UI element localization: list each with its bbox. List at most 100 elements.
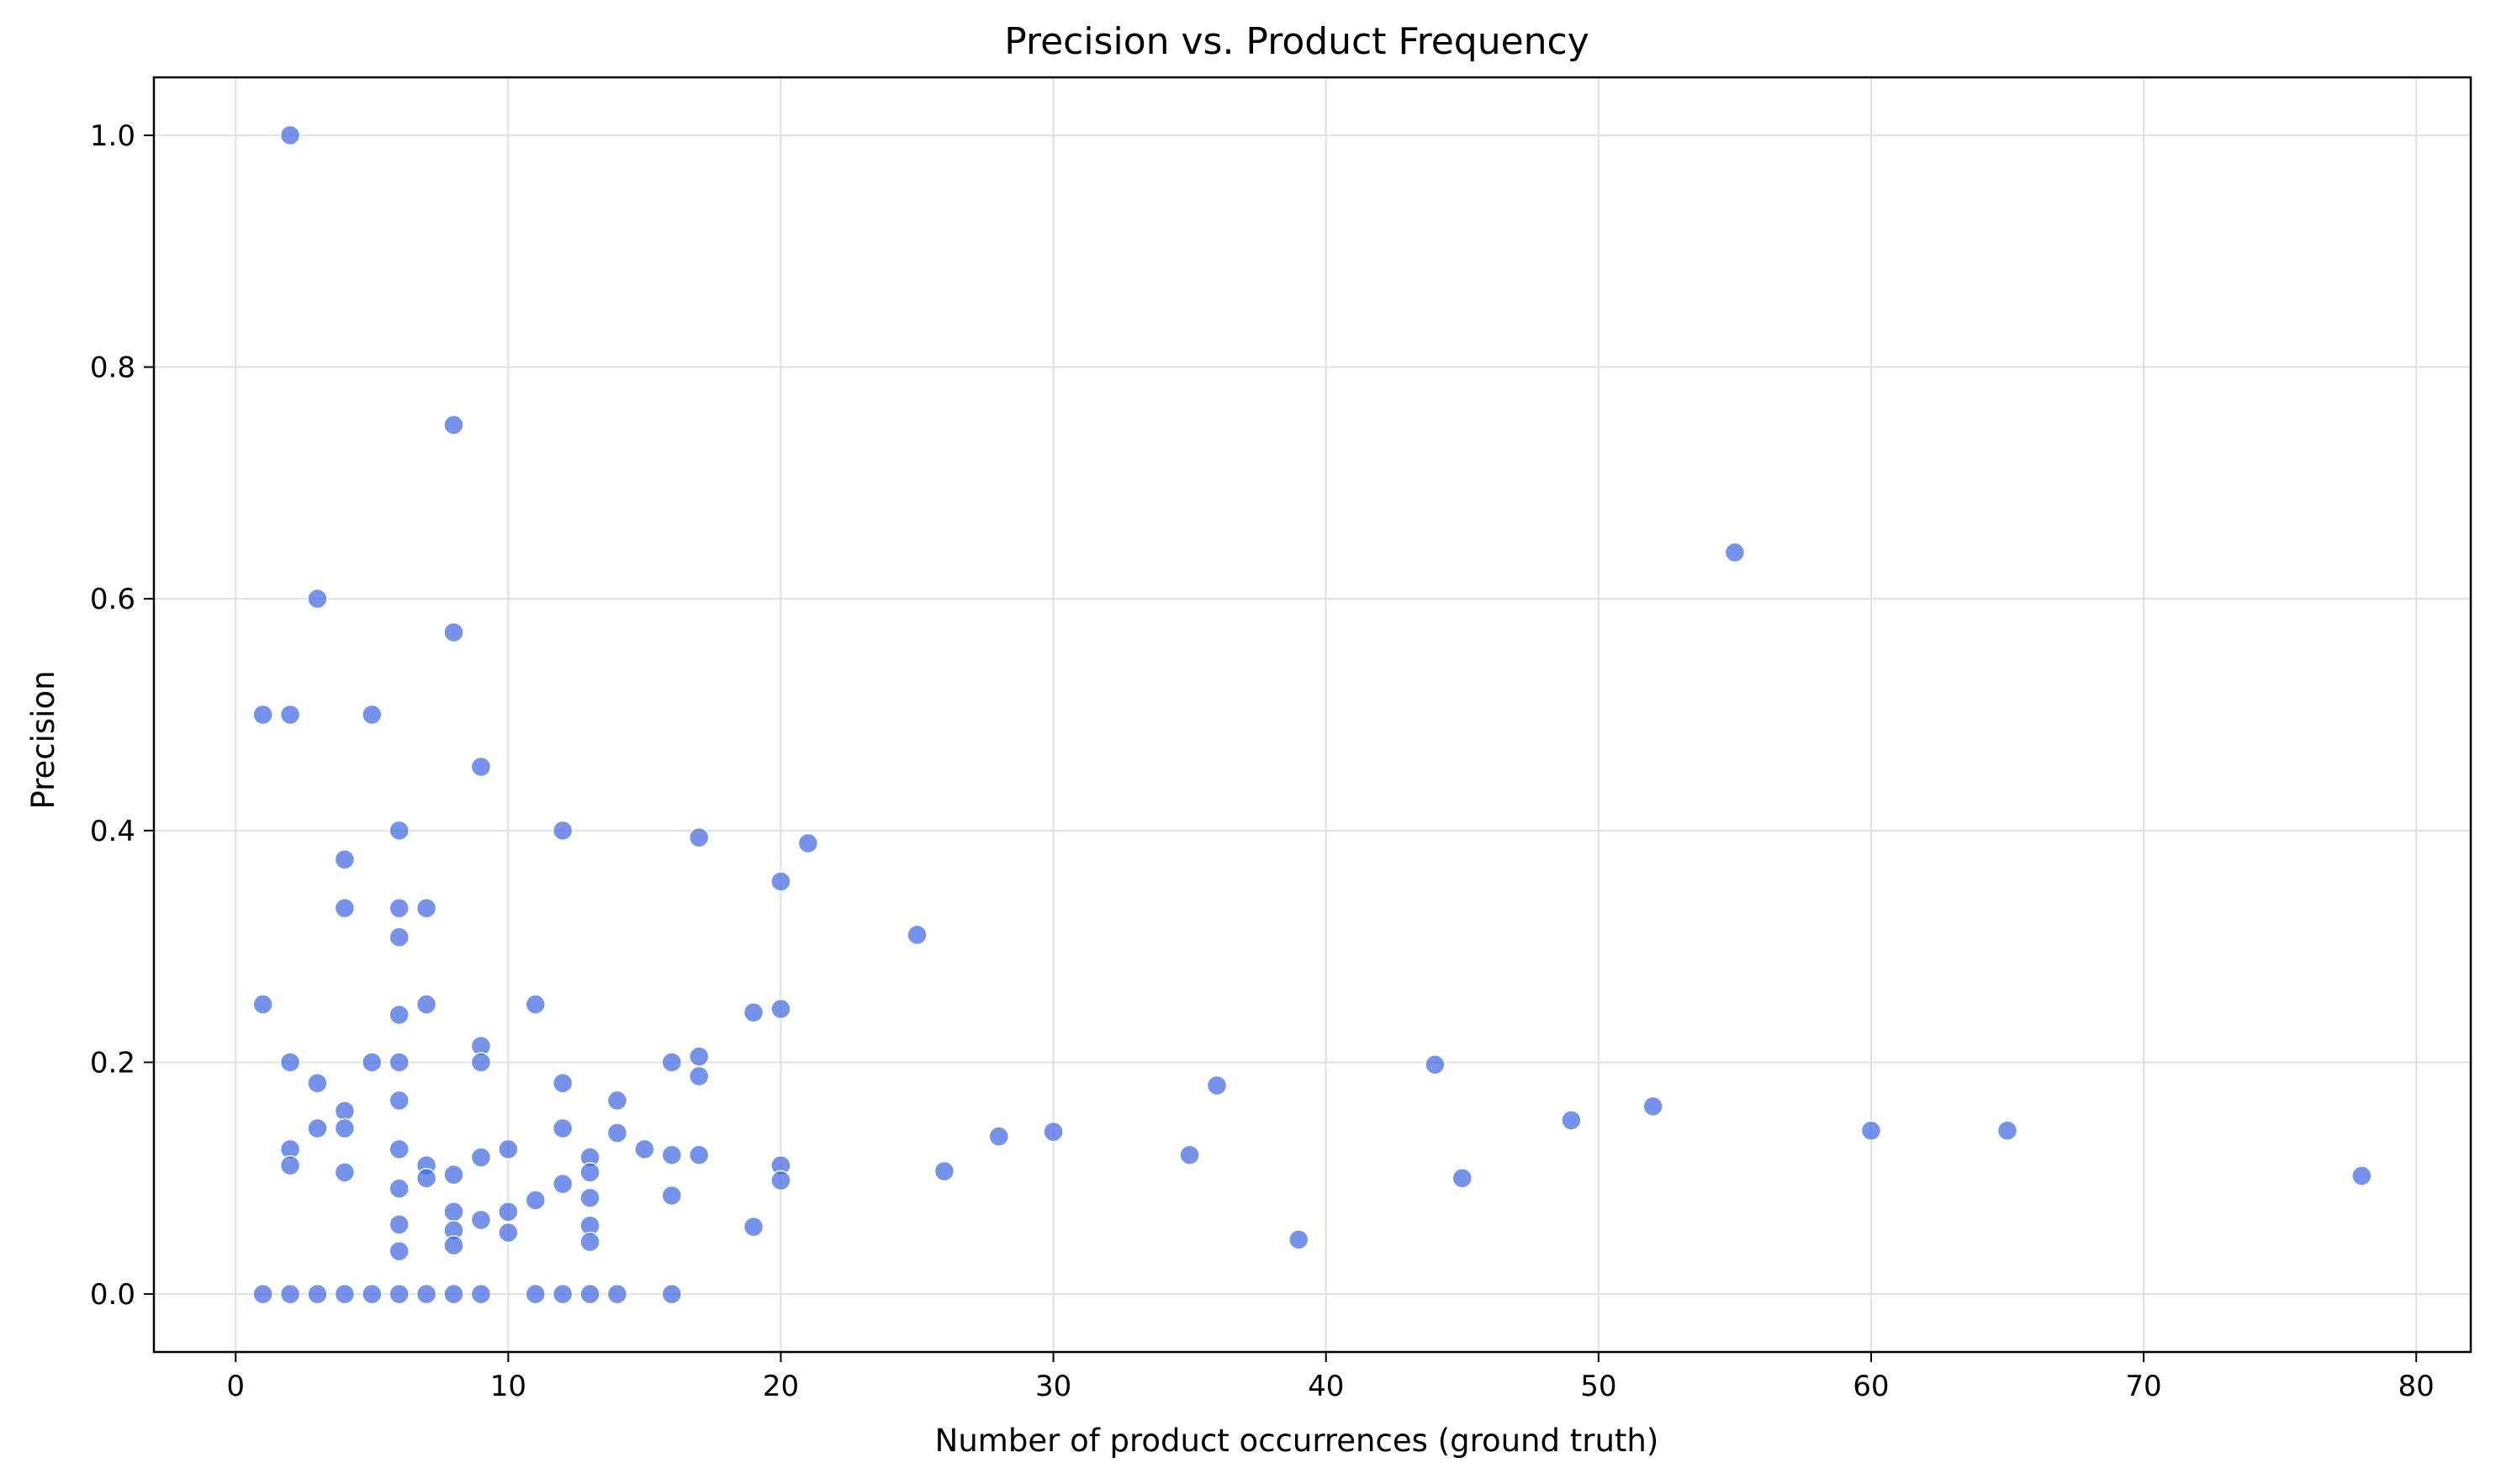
data-point	[389, 1283, 410, 1305]
data-point	[933, 1160, 955, 1182]
data-point	[443, 1201, 464, 1223]
data-point	[661, 1052, 683, 1073]
data-point	[443, 621, 464, 643]
data-point	[470, 1209, 492, 1231]
data-point	[334, 849, 356, 870]
data-point	[1561, 1110, 1582, 1131]
data-point	[389, 1004, 410, 1026]
y-tick-label: 0.8	[90, 351, 135, 385]
data-point	[443, 415, 464, 436]
data-point	[334, 897, 356, 919]
data-point	[2351, 1165, 2372, 1186]
data-point	[389, 820, 410, 842]
data-point	[907, 924, 928, 946]
data-point	[1288, 1229, 1309, 1250]
data-point	[307, 1283, 328, 1305]
data-point	[389, 897, 410, 919]
data-point	[443, 1234, 464, 1256]
data-point	[470, 1052, 492, 1073]
data-point	[1206, 1075, 1228, 1096]
data-point	[389, 1178, 410, 1199]
data-point	[1860, 1120, 1882, 1142]
data-point	[334, 1101, 356, 1122]
data-point	[389, 1090, 410, 1112]
data-point	[279, 1154, 301, 1176]
y-axis-ticks: 0.0 0.2 0.4 0.6 0.8 1.0	[90, 119, 154, 1312]
data-point	[279, 1052, 301, 1073]
data-point	[606, 1122, 628, 1143]
data-point	[552, 1117, 574, 1139]
data-point	[525, 994, 547, 1015]
data-point	[688, 826, 710, 848]
data-point	[770, 1170, 791, 1191]
x-axis-ticks: 0 10 20 30 40 50 60 70 80	[226, 1352, 2435, 1403]
data-point	[252, 704, 273, 726]
x-tick-label: 80	[2398, 1370, 2435, 1403]
data-point	[661, 1144, 683, 1165]
grid-lines	[154, 77, 2471, 1352]
data-point	[606, 1283, 628, 1305]
data-point	[770, 871, 791, 892]
x-tick-label: 60	[1853, 1370, 1889, 1403]
data-point	[552, 1283, 574, 1305]
x-tick-label: 30	[1035, 1370, 1071, 1403]
data-point	[988, 1126, 1010, 1147]
data-point	[1425, 1054, 1446, 1075]
data-point	[525, 1283, 547, 1305]
x-tick-label: 10	[490, 1370, 526, 1403]
x-tick-label: 0	[226, 1370, 245, 1403]
data-point	[1043, 1121, 1064, 1143]
data-point	[389, 1214, 410, 1235]
data-point	[307, 588, 328, 610]
x-tick-label: 40	[1308, 1370, 1344, 1403]
data-point	[334, 1283, 356, 1305]
y-tick-label: 0.4	[90, 815, 135, 848]
data-point	[470, 756, 492, 778]
data-point	[443, 1283, 464, 1305]
data-point	[334, 1117, 356, 1139]
data-point	[579, 1283, 600, 1305]
data-point	[279, 1283, 301, 1305]
data-point	[415, 994, 437, 1015]
data-point	[362, 1052, 383, 1073]
data-point	[252, 994, 273, 1015]
data-point	[552, 1073, 574, 1094]
data-point	[688, 1144, 710, 1165]
data-point	[498, 1222, 519, 1244]
data-point	[389, 1240, 410, 1262]
data-point	[389, 1052, 410, 1073]
data-point	[634, 1138, 655, 1160]
x-axis-label: Number of product occurrences (ground tr…	[935, 1423, 1659, 1459]
plot-area-frame	[152, 76, 2472, 1354]
data-point	[525, 1190, 547, 1211]
data-points	[252, 124, 2372, 1305]
data-point	[389, 1138, 410, 1160]
y-tick-label: 1.0	[90, 119, 135, 153]
data-point	[797, 832, 819, 854]
data-point	[606, 1090, 628, 1112]
data-point	[279, 704, 301, 726]
data-point	[1724, 541, 1746, 563]
data-point	[552, 820, 574, 842]
data-point	[307, 1117, 328, 1139]
data-point	[743, 1001, 764, 1023]
data-point	[389, 927, 410, 948]
data-point	[415, 1168, 437, 1189]
data-point	[661, 1185, 683, 1207]
data-point	[470, 1147, 492, 1168]
data-point	[579, 1187, 600, 1208]
data-point	[362, 1283, 383, 1305]
x-tick-label: 50	[1580, 1370, 1616, 1403]
data-point	[1179, 1144, 1200, 1165]
data-point	[770, 998, 791, 1020]
data-point	[415, 897, 437, 919]
data-point	[498, 1138, 519, 1160]
data-point	[688, 1065, 710, 1087]
data-point	[415, 1283, 437, 1305]
data-point	[552, 1173, 574, 1195]
y-tick-label: 0.2	[90, 1046, 135, 1080]
data-point	[579, 1231, 600, 1253]
data-point	[252, 1283, 273, 1305]
